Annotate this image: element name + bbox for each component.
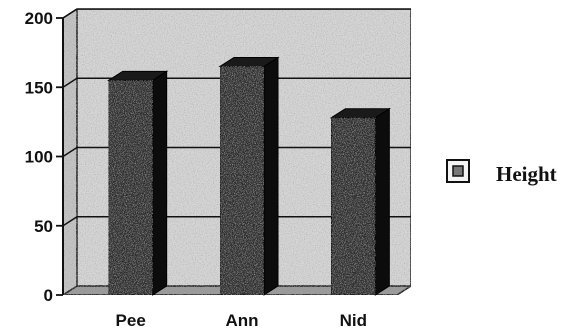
- bar-pee: [106, 70, 169, 296]
- bar-side: [152, 70, 168, 296]
- y-tick-label: 200: [25, 9, 53, 28]
- y-tick-label: 0: [44, 286, 53, 305]
- x-tick-label: Nid: [340, 311, 367, 330]
- x-tick-label: Ann: [225, 311, 258, 330]
- bar-front: [330, 117, 376, 296]
- bars: [106, 56, 392, 296]
- gridline: [62, 77, 411, 88]
- y-tick-label: 150: [25, 78, 53, 97]
- gridline: [62, 8, 411, 19]
- legend: Height: [446, 159, 557, 186]
- bar-front: [219, 65, 265, 296]
- bar-ann: [218, 56, 280, 296]
- gridline: [62, 146, 411, 158]
- gridline: [62, 216, 411, 227]
- bar-side: [374, 107, 390, 296]
- bar-side: [263, 56, 279, 296]
- y-tick-label: 50: [34, 217, 53, 236]
- grid-lines: [62, 8, 411, 227]
- legend-swatch-inner: [452, 165, 464, 177]
- x-tick-label: Pee: [116, 311, 146, 330]
- y-axis: 0 50 100 150 200: [25, 9, 64, 305]
- y-tick-label: 100: [25, 148, 53, 167]
- bar-nid: [329, 107, 392, 296]
- bar-front: [108, 79, 154, 296]
- legend-label-height: Height: [496, 162, 557, 186]
- x-axis-labels: Pee Ann Nid: [116, 311, 367, 330]
